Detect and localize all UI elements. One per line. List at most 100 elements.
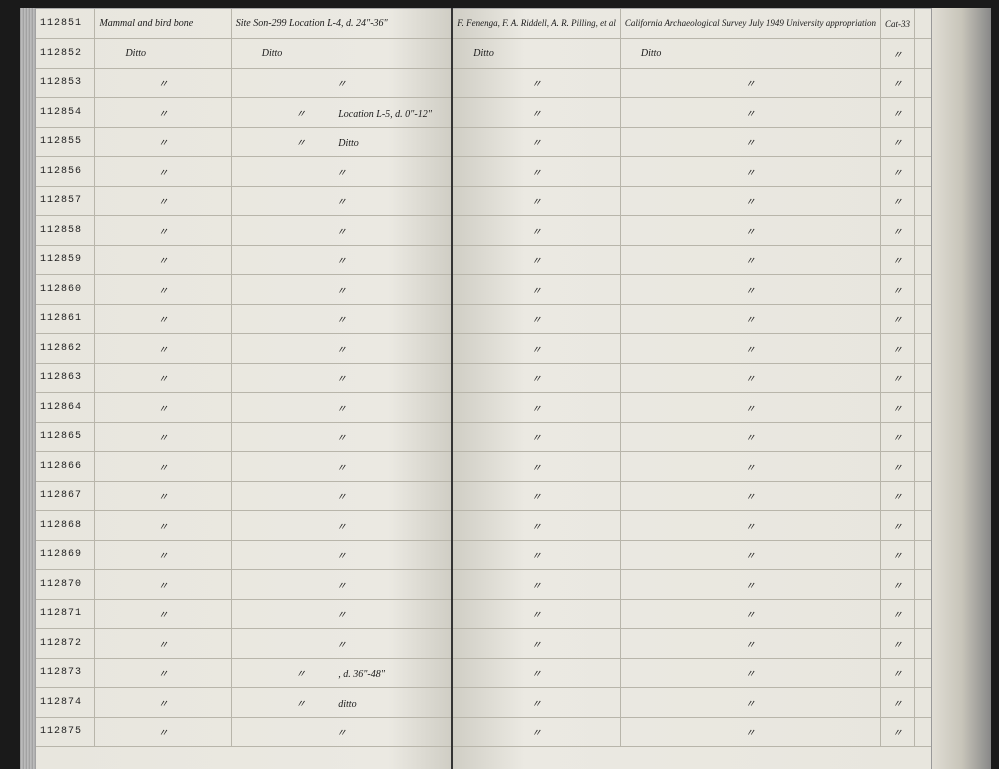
catalog-id: 112864 [36, 393, 95, 423]
ledger-row: 112854〃〃 Location L-5, d. 0"-12" [36, 98, 451, 128]
ledger-row: 112862〃〃 [36, 334, 451, 364]
margin-cell [923, 540, 931, 570]
location-cell: 〃 [231, 334, 451, 364]
description-cell: 〃 [95, 422, 231, 452]
ledger-row: 〃〃〃 [453, 245, 931, 275]
margin-cell [923, 98, 931, 128]
margin-cell [915, 717, 924, 747]
ledger-row: 112868〃〃 [36, 511, 451, 541]
location-cell: 〃 Ditto [231, 127, 451, 157]
location-cell: 〃 [231, 68, 451, 98]
description-cell: 〃 [95, 98, 231, 128]
ledger-row: 112875〃〃 [36, 717, 451, 747]
ledger-row: 〃〃〃 [453, 393, 931, 423]
ledger-row: 112863〃〃 [36, 363, 451, 393]
ledger-row: 112857〃〃 [36, 186, 451, 216]
catalog-id: 112858 [36, 216, 95, 246]
survey-cell: 〃 [620, 717, 880, 747]
description-cell: 〃 [95, 157, 231, 187]
reference-cell: 〃 [880, 658, 914, 688]
catalog-id: 112868 [36, 511, 95, 541]
survey-cell: 〃 [620, 68, 880, 98]
description-cell: 〃 [95, 570, 231, 600]
survey-cell: 〃 [620, 393, 880, 423]
ledger-row: 112871〃〃 [36, 599, 451, 629]
reference-cell: 〃 [880, 629, 914, 659]
margin-cell [915, 452, 924, 482]
margin-cell [923, 393, 931, 423]
location-cell: Site Son-299 Location L-4, d. 24"-36" [231, 9, 451, 39]
collector-cell: 〃 [453, 245, 620, 275]
survey-cell: 〃 [620, 511, 880, 541]
catalog-id: 112869 [36, 540, 95, 570]
margin-cell [915, 275, 924, 305]
location-cell: 〃 [231, 275, 451, 305]
description-cell: 〃 [95, 363, 231, 393]
catalog-id: 112875 [36, 717, 95, 747]
collector-cell: 〃 [453, 157, 620, 187]
survey-cell: 〃 [620, 688, 880, 718]
collector-cell: 〃 [453, 658, 620, 688]
reference-cell: 〃 [880, 245, 914, 275]
reference-cell: Cat-33 [880, 9, 914, 39]
ledger-row: 〃〃〃 [453, 688, 931, 718]
right-page: F. Fenenga, F. A. Riddell, A. R. Pilling… [453, 8, 931, 769]
margin-cell [923, 157, 931, 187]
ledger-row: 〃〃〃 [453, 216, 931, 246]
collector-cell: 〃 [453, 599, 620, 629]
margin-cell [915, 393, 924, 423]
description-cell: 〃 [95, 658, 231, 688]
description-cell: 〃 [95, 127, 231, 157]
reference-cell: 〃 [880, 304, 914, 334]
margin-cell [923, 216, 931, 246]
reference-cell: 〃 [880, 39, 914, 69]
margin-cell [923, 304, 931, 334]
reference-cell: 〃 [880, 334, 914, 364]
ledger-row: 112855〃〃 Ditto [36, 127, 451, 157]
margin-cell [915, 157, 924, 187]
margin-cell [923, 717, 931, 747]
catalog-id: 112861 [36, 304, 95, 334]
collector-cell: 〃 [453, 540, 620, 570]
ledger-row: 112851Mammal and bird boneSite Son-299 L… [36, 9, 451, 39]
ledger-row: 112866〃〃 [36, 452, 451, 482]
reference-cell: 〃 [880, 599, 914, 629]
ledger-row: DittoDitto〃 [453, 39, 931, 69]
ledger-row: 112853〃〃 [36, 68, 451, 98]
catalog-id: 112855 [36, 127, 95, 157]
margin-cell [915, 186, 924, 216]
reference-cell: 〃 [880, 570, 914, 600]
catalog-id: 112863 [36, 363, 95, 393]
margin-cell [915, 9, 924, 39]
location-cell: 〃 [231, 363, 451, 393]
left-ledger-table: 112851Mammal and bird boneSite Son-299 L… [36, 9, 451, 747]
margin-cell [915, 363, 924, 393]
right-page-shadow [931, 8, 991, 769]
ledger-row: 112861〃〃 [36, 304, 451, 334]
description-cell: 〃 [95, 186, 231, 216]
catalog-id: 112854 [36, 98, 95, 128]
ledger-row: 〃〃〃 [453, 511, 931, 541]
ledger-row: 〃〃〃 [453, 629, 931, 659]
location-cell: 〃 [231, 245, 451, 275]
ledger-row: 〃〃〃 [453, 658, 931, 688]
margin-cell [923, 334, 931, 364]
margin-cell [923, 452, 931, 482]
ledger-row: F. Fenenga, F. A. Riddell, A. R. Pilling… [453, 9, 931, 39]
survey-cell: 〃 [620, 570, 880, 600]
description-cell: 〃 [95, 245, 231, 275]
ledger-row: 112852DittoDitto [36, 39, 451, 69]
survey-cell: 〃 [620, 186, 880, 216]
margin-cell [915, 422, 924, 452]
margin-cell [915, 127, 924, 157]
margin-cell [923, 68, 931, 98]
reference-cell: 〃 [880, 688, 914, 718]
ledger-row: 〃〃〃 [453, 422, 931, 452]
catalog-id: 112870 [36, 570, 95, 600]
collector-cell: 〃 [453, 717, 620, 747]
location-cell: 〃 [231, 570, 451, 600]
margin-cell [915, 570, 924, 600]
collector-cell: F. Fenenga, F. A. Riddell, A. R. Pilling… [453, 9, 620, 39]
collector-cell: 〃 [453, 481, 620, 511]
collector-cell: 〃 [453, 629, 620, 659]
